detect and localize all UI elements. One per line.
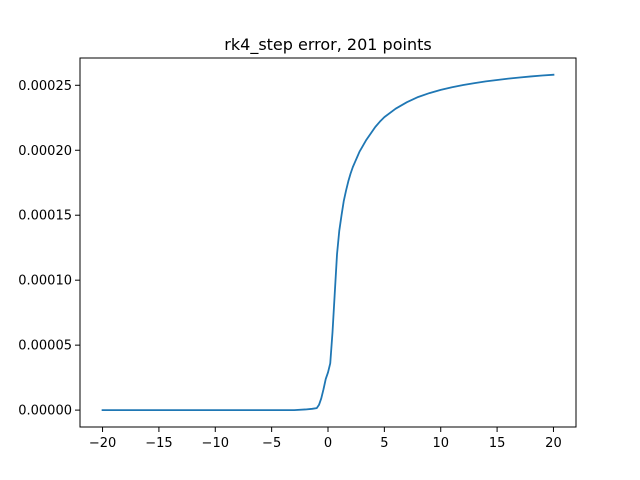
plot-area: −20 −15 −10 −5 0 5 10 15 20 0.00000 0.00005 0.00010… xyxy=(18,57,577,451)
x-tick-label: 20 xyxy=(545,436,562,451)
y-tick-label: 0.00005 xyxy=(18,339,72,354)
x-tick-label: −10 xyxy=(202,436,229,451)
x-tick-label: −20 xyxy=(89,436,116,451)
x-tick-label: 15 xyxy=(489,436,506,451)
y-tick-label: 0.00025 xyxy=(18,79,72,94)
series-line xyxy=(101,73,555,412)
y-tick-label: 0.00020 xyxy=(18,144,72,159)
y-tick-label: 0.00010 xyxy=(18,274,72,289)
y-tick-label: 0.00015 xyxy=(18,209,72,224)
x-tick-label: 0 xyxy=(324,436,332,451)
x-tick-label: 5 xyxy=(380,436,388,451)
x-tick-label: 10 xyxy=(432,436,449,451)
y-tick-label: 0.00000 xyxy=(18,404,72,419)
chart-title: rk4_step error, 201 points xyxy=(224,35,431,55)
x-tick-label: −15 xyxy=(145,436,172,451)
x-tick-label: −5 xyxy=(262,436,281,451)
